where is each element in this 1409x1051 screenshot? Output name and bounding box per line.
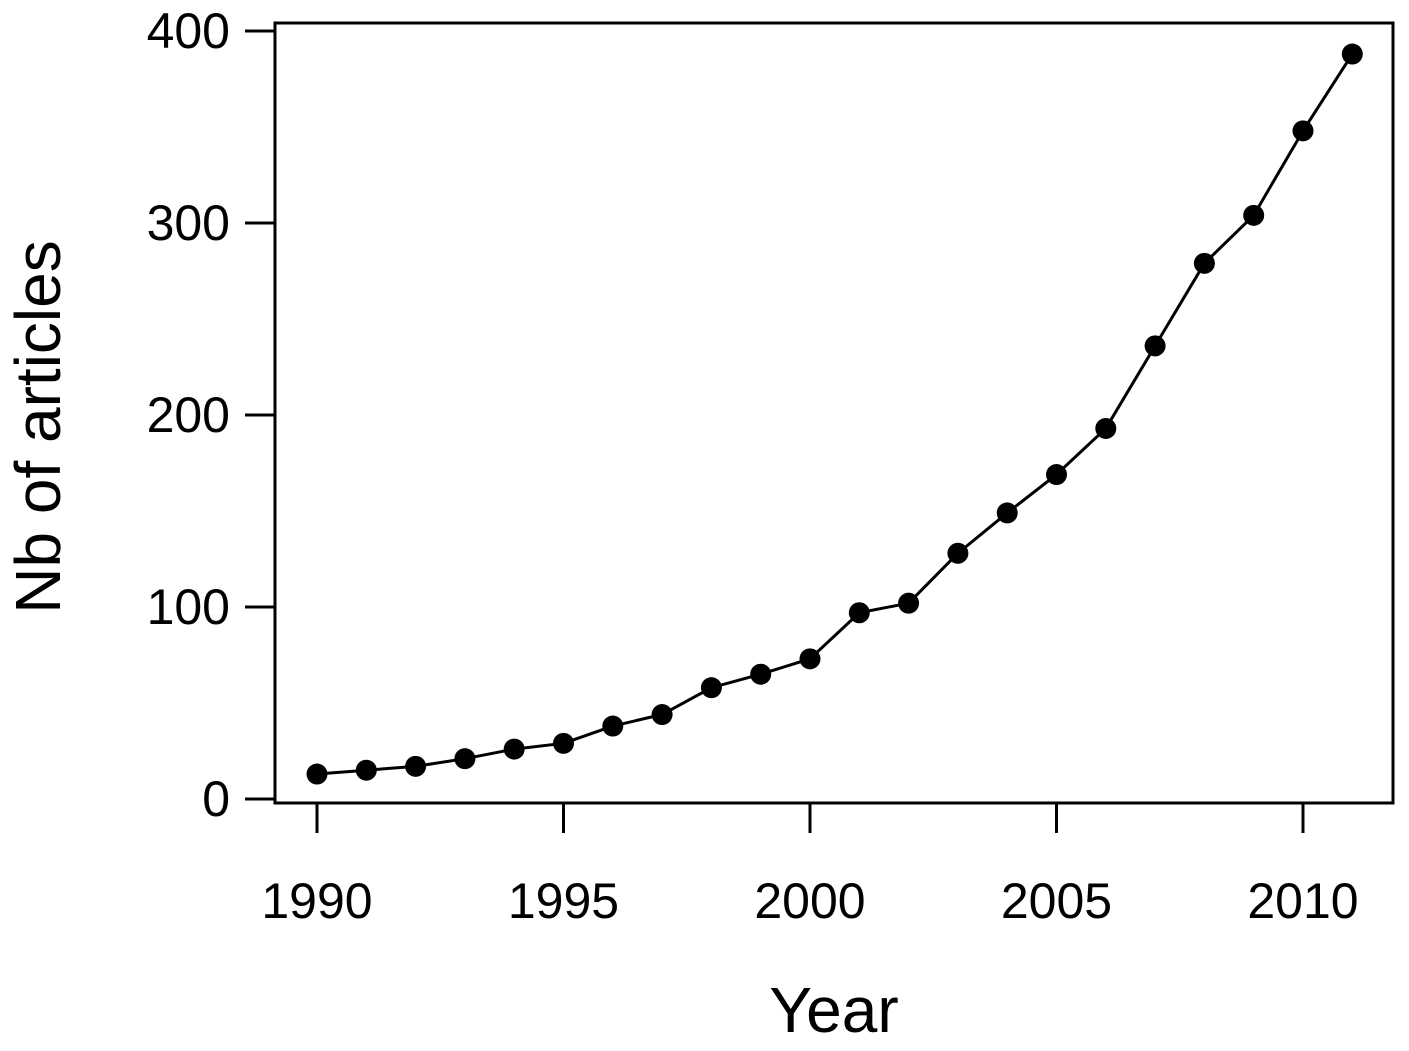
data-point-1993 bbox=[454, 748, 476, 770]
data-point-1991 bbox=[355, 759, 377, 781]
x-axis-tick-label: 2005 bbox=[1001, 873, 1112, 929]
data-point-1995 bbox=[553, 732, 574, 754]
data-point-2005 bbox=[1046, 464, 1067, 486]
data-point-2002 bbox=[898, 592, 920, 614]
data-point-1990 bbox=[306, 763, 328, 785]
data-point-2011 bbox=[1341, 43, 1363, 65]
x-axis-tick-label: 2000 bbox=[754, 873, 865, 929]
y-axis-title: Nb of articles bbox=[2, 240, 74, 613]
y-axis-tick-label: 0 bbox=[202, 771, 230, 827]
data-point-2000 bbox=[799, 648, 821, 670]
data-point-1992 bbox=[405, 755, 427, 777]
y-axis-tick-label: 100 bbox=[147, 579, 230, 635]
data-point-2006 bbox=[1095, 417, 1117, 439]
x-axis-tick-label: 1990 bbox=[261, 873, 372, 929]
x-axis-title: Year bbox=[769, 974, 898, 1046]
data-point-1996 bbox=[602, 715, 624, 737]
data-point-2003 bbox=[947, 542, 969, 564]
y-axis-tick-label: 400 bbox=[147, 3, 230, 59]
x-axis-tick-label: 2010 bbox=[1247, 873, 1358, 929]
data-point-2008 bbox=[1193, 252, 1215, 274]
plot-box-border bbox=[273, 21, 1395, 805]
data-point-1994 bbox=[503, 738, 525, 760]
data-point-1997 bbox=[651, 704, 673, 726]
data-point-2010 bbox=[1292, 120, 1314, 142]
data-point-2009 bbox=[1243, 204, 1265, 226]
data-point-1998 bbox=[700, 677, 722, 699]
y-axis-tick-label: 200 bbox=[147, 387, 230, 443]
data-line bbox=[316, 53, 1354, 776]
y-axis-tick-label: 300 bbox=[147, 195, 230, 251]
data-point-2004 bbox=[996, 502, 1018, 524]
data-point-1999 bbox=[750, 663, 772, 685]
data-point-2007 bbox=[1144, 335, 1166, 357]
x-axis-tick-label: 1995 bbox=[508, 873, 619, 929]
data-point-2001 bbox=[848, 602, 870, 624]
